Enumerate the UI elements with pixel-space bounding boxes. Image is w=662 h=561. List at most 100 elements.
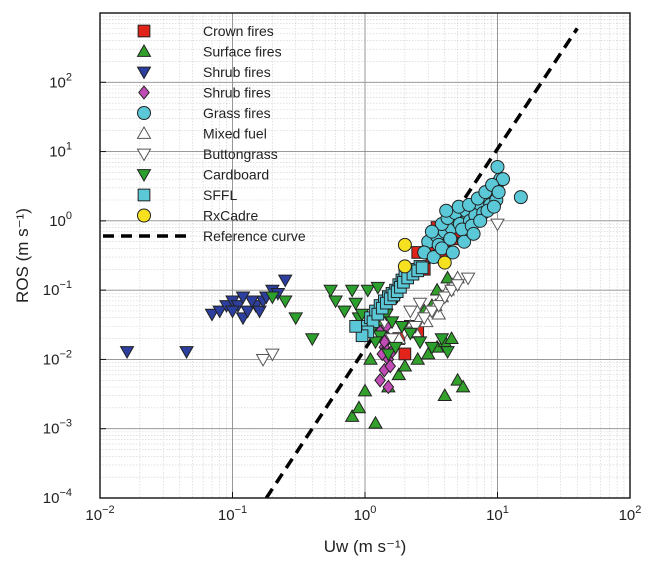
legend-marker bbox=[136, 66, 152, 80]
legend-label: Grass fires bbox=[203, 105, 271, 121]
x-tick-label: 10−1 bbox=[218, 504, 247, 524]
y-tick-label: 102 bbox=[49, 71, 72, 91]
legend-label: Reference curve bbox=[203, 228, 306, 244]
point-surface-fires-1 bbox=[368, 415, 383, 429]
point-shrub-fires-2 bbox=[179, 346, 194, 360]
reference-curve-layer bbox=[264, 27, 579, 498]
legend-marker bbox=[138, 85, 150, 100]
point-cardboard-7 bbox=[344, 284, 360, 298]
point-grass-fires-4 bbox=[486, 199, 501, 214]
point-cardboard-7 bbox=[403, 327, 418, 341]
point-grass-fires-4 bbox=[466, 226, 481, 241]
legend-marker bbox=[137, 208, 151, 223]
point-cardboard-7 bbox=[424, 341, 440, 355]
point-surface-fires-1 bbox=[444, 331, 459, 344]
point-grass-fires-4 bbox=[513, 190, 528, 205]
point-rxcadre-9 bbox=[397, 237, 412, 252]
legend-marker bbox=[136, 169, 152, 183]
point-surface-fires-1 bbox=[437, 388, 453, 402]
legend-marker bbox=[136, 148, 152, 162]
point-shrub-fires-3 bbox=[382, 379, 395, 395]
legend-label: SFFL bbox=[203, 187, 237, 203]
x-axis-label: Uw (m s⁻¹) bbox=[324, 537, 407, 556]
y-tick-label: 10−2 bbox=[43, 348, 72, 368]
point-grass-fires-4 bbox=[424, 224, 439, 239]
x-tick-label: 100 bbox=[354, 504, 377, 524]
legend-label: RxCadre bbox=[203, 208, 258, 224]
point-shrub-fires-2 bbox=[277, 274, 293, 288]
point-cardboard-7 bbox=[380, 348, 396, 362]
point-sffl-8 bbox=[415, 261, 429, 275]
point-buttongrass-6 bbox=[408, 320, 423, 334]
point-cardboard-7 bbox=[370, 281, 386, 295]
legend-marker bbox=[137, 24, 151, 38]
point-sffl-8 bbox=[355, 329, 369, 343]
point-shrub-fires-2 bbox=[235, 291, 251, 305]
point-grass-fires-4 bbox=[473, 213, 488, 228]
legend-marker bbox=[137, 188, 151, 202]
point-buttongrass-6 bbox=[403, 305, 418, 319]
point-buttongrass-6 bbox=[490, 218, 505, 232]
legend-label: Buttongrass bbox=[203, 146, 278, 162]
point-buttongrass-6 bbox=[255, 354, 271, 367]
y-tick-label: 10−3 bbox=[43, 418, 72, 438]
point-surface-fires-1 bbox=[450, 372, 465, 386]
point-grass-fires-4 bbox=[443, 231, 458, 246]
point-mixed-fuel-5 bbox=[431, 306, 447, 320]
point-shrub-fires-2 bbox=[252, 305, 267, 319]
legend-marker bbox=[137, 106, 151, 120]
point-buttongrass-6 bbox=[431, 300, 447, 314]
point-buttongrass-6 bbox=[460, 272, 476, 286]
point-buttongrass-6 bbox=[384, 333, 400, 347]
point-cardboard-7 bbox=[440, 346, 455, 360]
point-rxcadre-9 bbox=[437, 255, 452, 270]
point-surface-fires-1 bbox=[357, 383, 373, 397]
point-surface-fires-1 bbox=[397, 358, 413, 372]
point-cardboard-7 bbox=[288, 312, 304, 326]
legend-label: Mixed fuel bbox=[203, 126, 267, 142]
point-grass-fires-4 bbox=[491, 185, 506, 200]
point-grass-fires-4 bbox=[426, 250, 441, 265]
point-surface-fires-1 bbox=[391, 367, 407, 381]
axis-ticks bbox=[99, 81, 631, 499]
point-shrub-fires-2 bbox=[119, 346, 135, 360]
point-shrub-fires-3 bbox=[384, 358, 397, 374]
legend-marker bbox=[136, 43, 152, 57]
point-cardboard-7 bbox=[434, 333, 450, 347]
data-points-layer bbox=[119, 159, 528, 429]
legend-label: Cardboard bbox=[203, 167, 269, 183]
point-cardboard-7 bbox=[328, 295, 343, 309]
point-cardboard-7 bbox=[323, 284, 338, 298]
x-tick-label: 10−2 bbox=[85, 504, 114, 524]
point-cardboard-7 bbox=[360, 284, 376, 298]
point-grass-fires-4 bbox=[439, 203, 454, 218]
y-tick-label: 101 bbox=[49, 141, 72, 161]
legend-label: Shrub fires bbox=[203, 64, 271, 80]
point-cardboard-7 bbox=[384, 316, 400, 330]
point-grass-fires-4 bbox=[457, 234, 472, 249]
point-buttongrass-6 bbox=[416, 312, 432, 326]
legend-label: Surface fires bbox=[203, 44, 282, 60]
y-tick-label: 10−1 bbox=[43, 279, 72, 299]
point-cardboard-7 bbox=[388, 341, 403, 355]
point-buttongrass-6 bbox=[450, 279, 465, 293]
point-shrub-fires-3 bbox=[374, 372, 386, 388]
point-surface-fires-1 bbox=[363, 351, 378, 365]
point-shrub-fires-2 bbox=[240, 305, 255, 319]
point-buttongrass-6 bbox=[444, 284, 459, 298]
point-shrub-fires-2 bbox=[225, 305, 240, 319]
point-shrub-fires-2 bbox=[204, 308, 220, 322]
legend-label: Crown fires bbox=[203, 23, 274, 39]
point-buttongrass-6 bbox=[437, 291, 453, 305]
point-buttongrass-6 bbox=[412, 297, 428, 311]
point-grass-fires-4 bbox=[445, 245, 460, 260]
legend-marker bbox=[136, 125, 152, 139]
y-tick-label: 10−4 bbox=[43, 487, 72, 507]
point-cardboard-7 bbox=[348, 297, 364, 311]
point-surface-fires-1 bbox=[344, 409, 360, 422]
point-shrub-fires-2 bbox=[212, 305, 228, 319]
point-shrub-fires-2 bbox=[244, 295, 260, 309]
point-cardboard-7 bbox=[412, 336, 428, 350]
point-rxcadre-9 bbox=[397, 259, 412, 274]
